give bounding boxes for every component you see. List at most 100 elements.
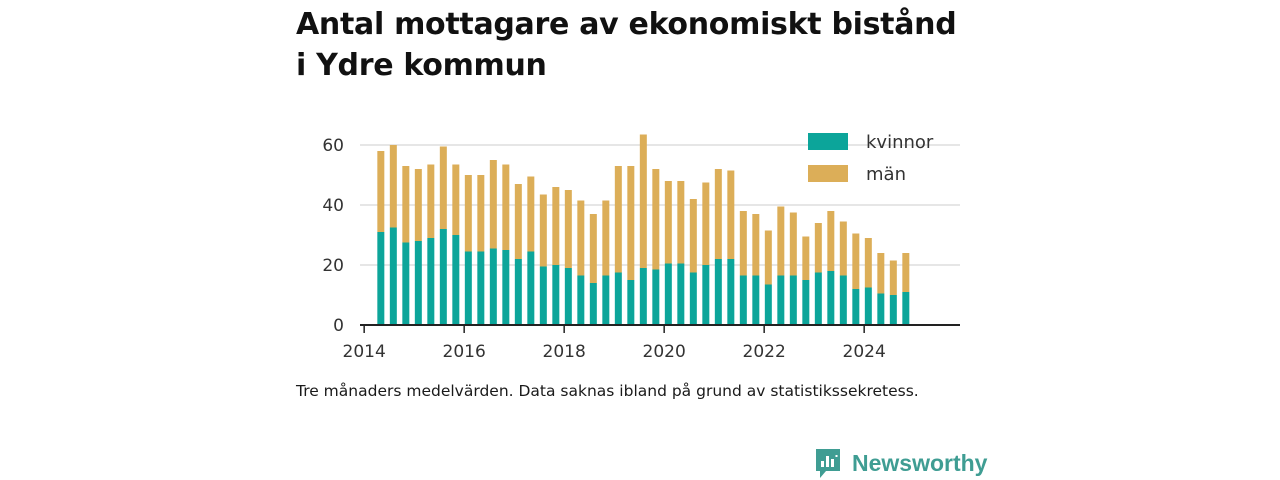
x-tick-label: 2020	[643, 342, 686, 362]
bar-man	[464, 175, 472, 252]
bar-kvinnor	[427, 238, 435, 325]
bar-man	[402, 166, 410, 243]
bar-man	[827, 211, 835, 271]
bar-kvinnor	[902, 292, 910, 325]
y-tick-label: 20	[322, 256, 344, 276]
bar-kvinnor	[439, 229, 447, 325]
bar-man	[652, 169, 660, 270]
bar-kvinnor	[627, 280, 635, 325]
bar-kvinnor	[489, 248, 497, 325]
bar-kvinnor	[664, 263, 672, 325]
y-tick-label: 0	[333, 316, 344, 336]
bar-kvinnor	[752, 275, 760, 325]
brand[interactable]: Newsworthy	[814, 446, 987, 480]
legend-swatch-man	[808, 165, 848, 182]
bar-kvinnor	[714, 259, 722, 325]
bar-man	[389, 145, 397, 228]
bar-man	[714, 169, 722, 259]
bar-man	[839, 221, 847, 276]
chart-footnote: Tre månaders medelvärden. Data saknas ib…	[296, 382, 919, 400]
legend: kvinnor män	[808, 132, 934, 185]
legend-swatch-kvinnor	[808, 133, 848, 150]
bar-man	[877, 253, 885, 294]
bar-kvinnor	[739, 275, 747, 325]
x-tick-label: 2018	[543, 342, 586, 362]
bar-kvinnor	[789, 275, 797, 325]
bar-man	[439, 146, 447, 229]
chart-title-line-1: Antal mottagare av ekonomiskt bistånd	[296, 7, 957, 42]
y-tick-label: 40	[322, 196, 344, 216]
bar-kvinnor	[514, 259, 522, 325]
x-tick-label: 2024	[843, 342, 886, 362]
bar-kvinnor	[527, 251, 535, 325]
bar-man	[514, 184, 522, 259]
bar-man	[602, 200, 610, 276]
bar-man	[452, 164, 460, 235]
chart-title-line-2: i Ydre kommun	[296, 48, 547, 83]
bar-kvinnor	[889, 295, 897, 325]
axes: 0 20 40 60 2014 2016 2018 2020 2022 2024	[322, 136, 960, 362]
bar-man	[802, 236, 810, 280]
newsworthy-logo-icon	[816, 449, 840, 478]
bar-man	[589, 214, 597, 283]
bar-kvinnor	[464, 251, 472, 325]
bar-man	[664, 181, 672, 264]
bar-man	[789, 212, 797, 276]
bar-kvinnor	[589, 283, 597, 325]
bar-kvinnor	[777, 275, 785, 325]
bar-kvinnor	[677, 263, 685, 325]
bar-man	[502, 164, 510, 250]
bar-kvinnor	[389, 227, 397, 325]
bar-man	[689, 199, 697, 273]
bar-man	[727, 170, 735, 259]
bars	[377, 134, 910, 325]
bar-man	[414, 169, 422, 241]
bar-kvinnor	[702, 265, 710, 325]
bar-kvinnor	[864, 287, 872, 325]
bar-man	[677, 181, 685, 264]
bar-kvinnor	[602, 275, 610, 325]
bar-kvinnor	[552, 265, 560, 325]
bar-man	[889, 260, 897, 295]
bar-man	[489, 160, 497, 249]
bar-man	[564, 190, 572, 268]
x-tick-label: 2016	[443, 342, 486, 362]
bar-man	[814, 223, 822, 273]
bar-man	[377, 151, 385, 232]
bar-kvinnor	[377, 232, 385, 325]
bar-kvinnor	[764, 284, 772, 325]
bar-kvinnor	[877, 293, 885, 325]
bar-man	[852, 233, 860, 289]
bar-kvinnor	[477, 251, 485, 325]
bar-kvinnor	[402, 242, 410, 325]
bar-man	[739, 211, 747, 276]
bar-man	[577, 200, 585, 276]
legend-label-kvinnor: kvinnor	[866, 132, 934, 153]
bar-kvinnor	[639, 268, 647, 325]
x-tick-label: 2014	[343, 342, 386, 362]
bar-kvinnor	[577, 275, 585, 325]
bar-man	[552, 187, 560, 265]
bar-kvinnor	[564, 268, 572, 325]
chart-title: Antal mottagare av ekonomiskt bistånd i …	[296, 4, 1016, 86]
bar-man	[614, 166, 622, 273]
bar-man	[639, 134, 647, 268]
bar-man	[477, 175, 485, 252]
bar-kvinnor	[689, 272, 697, 325]
bar-man	[777, 206, 785, 276]
gridlines	[360, 144, 960, 266]
bar-kvinnor	[652, 269, 660, 325]
bar-kvinnor	[414, 241, 422, 325]
bar-kvinnor	[539, 266, 547, 325]
bar-kvinnor	[839, 275, 847, 325]
bar-man	[764, 230, 772, 285]
bar-kvinnor	[852, 289, 860, 325]
bar-kvinnor	[727, 259, 735, 325]
x-tick-label: 2022	[743, 342, 786, 362]
bar-man	[539, 194, 547, 267]
bar-man	[527, 176, 535, 252]
bar-kvinnor	[802, 280, 810, 325]
bar-man	[427, 164, 435, 238]
y-tick-label: 60	[322, 136, 344, 156]
bar-man	[702, 182, 710, 265]
